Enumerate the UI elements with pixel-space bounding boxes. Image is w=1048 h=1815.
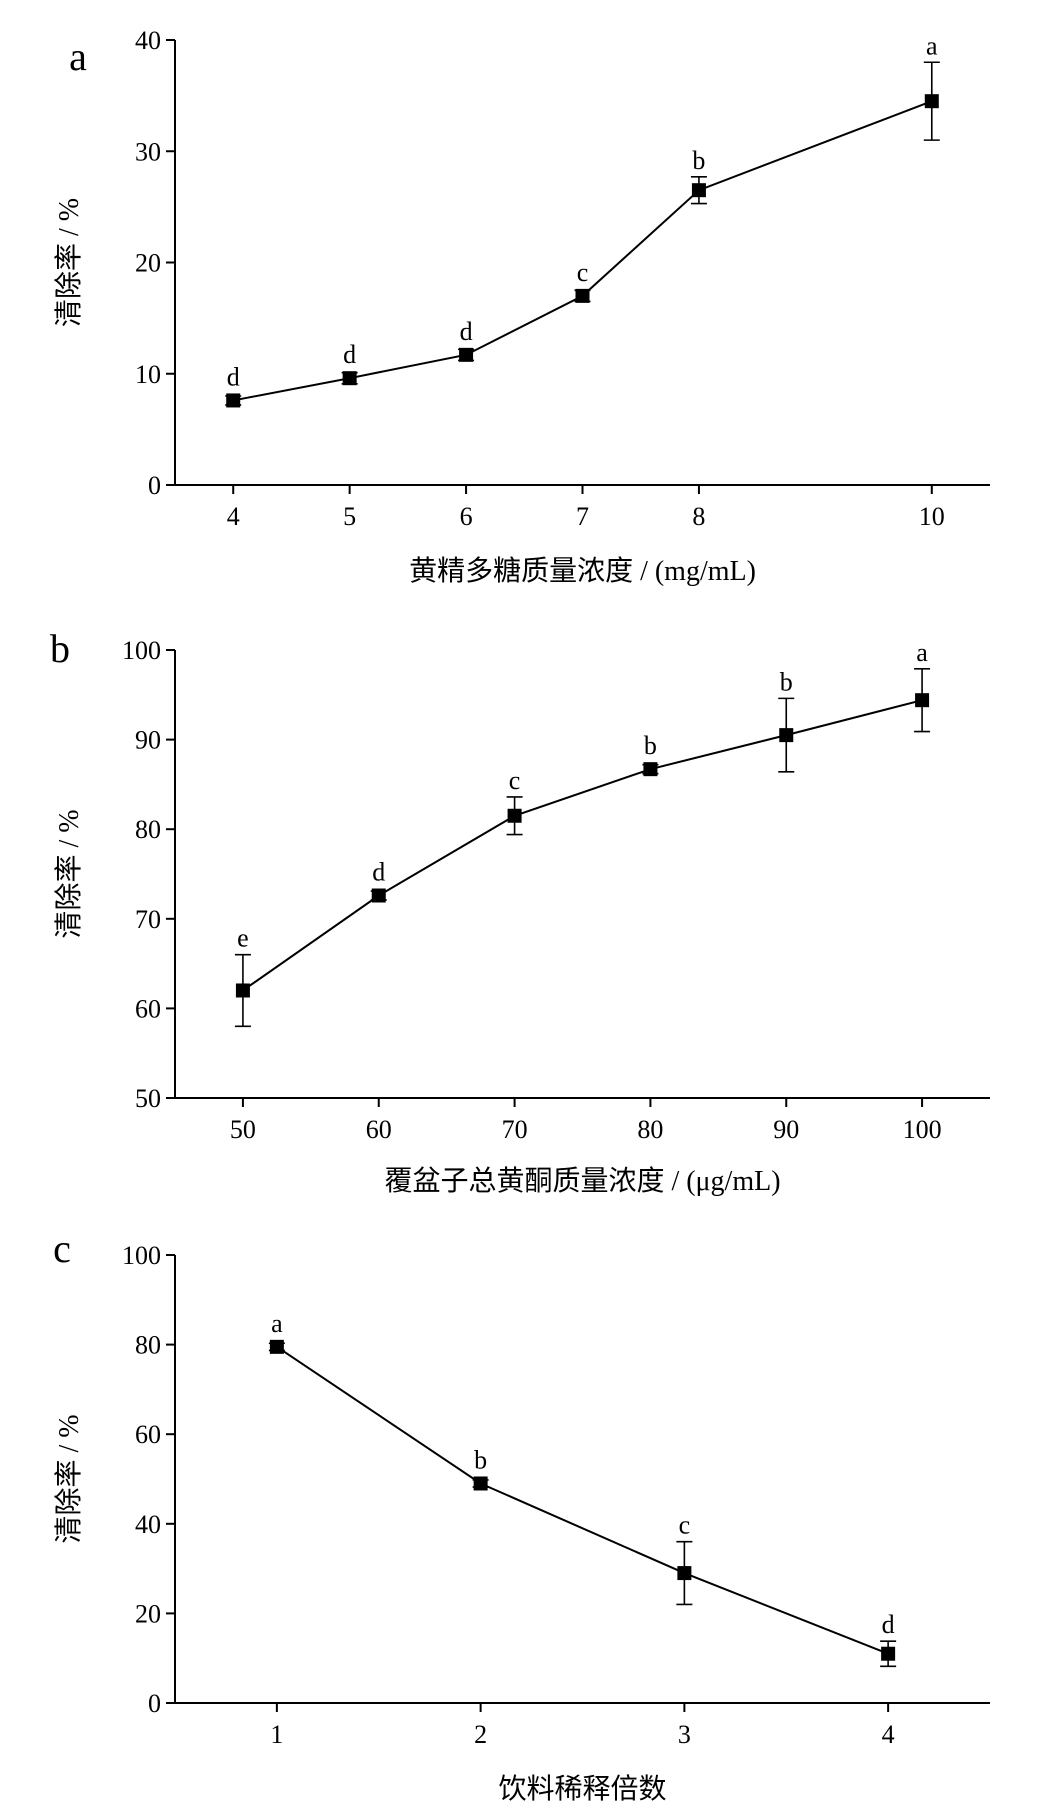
chart-panel-c: 0 20 40 60 80 100 1 2 3 4 c 饮料稀释倍数 清除率 / % a b c d (53, 1226, 990, 1805)
significance-label: a (916, 638, 928, 667)
data-point (269, 1339, 284, 1354)
x-tick-label: 3 (678, 1720, 691, 1749)
significance-label: d (227, 362, 240, 391)
panel-label: a (69, 34, 87, 79)
data-point (342, 371, 357, 386)
significance-label: d (372, 858, 385, 887)
x-axis-title: 覆盆子总黄酮质量浓度 / (μg/mL) (384, 1165, 780, 1197)
x-tick-label: 8 (692, 502, 705, 531)
y-tick-label: 60 (135, 994, 161, 1023)
y-axis-title: 清除率 / % (53, 809, 85, 938)
x-axis-title: 饮料稀释倍数 (498, 1773, 666, 1805)
y-axis-title: 清除率 / % (53, 198, 85, 327)
data-point (459, 347, 474, 362)
x-tick-label: 7 (576, 502, 589, 531)
data-point (779, 728, 794, 743)
y-tick-label: 60 (135, 1420, 161, 1449)
x-tick-label: 70 (502, 1115, 528, 1144)
significance-label: e (237, 924, 249, 953)
significance-label: c (679, 1511, 691, 1540)
y-tick-label: 0 (148, 1689, 161, 1718)
data-point (371, 888, 386, 903)
significance-label: a (926, 31, 938, 60)
y-tick-label: 70 (135, 905, 161, 934)
y-tick-label: 40 (135, 26, 161, 55)
significance-label: b (644, 731, 657, 760)
data-point (235, 983, 250, 998)
y-tick-label: 80 (135, 1331, 161, 1360)
data-point (691, 183, 706, 198)
x-tick-label: 10 (919, 502, 945, 531)
data-point (473, 1476, 488, 1491)
y-tick-label: 80 (135, 815, 161, 844)
significance-label: c (577, 258, 589, 287)
data-point (507, 808, 522, 823)
data-point (575, 288, 590, 303)
significance-label: b (692, 146, 705, 175)
significance-label: a (271, 1309, 283, 1338)
x-tick-label: 5 (343, 502, 356, 531)
y-tick-label: 10 (135, 360, 161, 389)
x-tick-label: 50 (230, 1115, 256, 1144)
data-point (226, 393, 241, 408)
x-tick-label: 100 (903, 1115, 942, 1144)
significance-label: b (474, 1445, 487, 1474)
y-tick-label: 30 (135, 137, 161, 166)
x-tick-label: 4 (227, 502, 240, 531)
y-tick-label: 40 (135, 1510, 161, 1539)
significance-label: c (509, 766, 521, 795)
chart-panel-b: 50 60 70 80 90 100 50 60 70 80 90 100 b 覆盆子总黄酮质量浓度 / … (50, 626, 990, 1197)
panel-label: b (50, 626, 70, 671)
data-point (924, 94, 939, 109)
y-axis-title: 清除率 / % (53, 1414, 85, 1543)
x-tick-label: 1 (270, 1720, 283, 1749)
data-point (881, 1646, 896, 1661)
data-point (915, 693, 930, 708)
significance-label: b (780, 667, 793, 696)
y-tick-label: 100 (122, 1241, 161, 1270)
series-line (242, 699, 923, 992)
y-tick-label: 100 (122, 636, 161, 665)
y-tick-label: 50 (135, 1084, 161, 1113)
chart-panel-a: 0 10 20 30 40 4 5 6 7 8 10 a 黄精多糖质量浓度 / (mg/mL) 清除率 /… (53, 26, 990, 587)
y-tick-label: 20 (135, 249, 161, 278)
series-line (276, 1346, 889, 1655)
x-tick-label: 80 (637, 1115, 663, 1144)
x-tick-label: 4 (882, 1720, 895, 1749)
data-point (677, 1566, 692, 1581)
significance-label: d (882, 1610, 895, 1639)
significance-label: d (460, 317, 473, 346)
data-point (643, 762, 658, 777)
x-axis-title: 黄精多糖质量浓度 / (mg/mL) (409, 555, 756, 587)
x-tick-label: 60 (366, 1115, 392, 1144)
y-tick-label: 20 (135, 1599, 161, 1628)
x-tick-label: 2 (474, 1720, 487, 1749)
x-tick-label: 90 (773, 1115, 799, 1144)
y-tick-label: 0 (148, 471, 161, 500)
x-tick-label: 6 (460, 502, 473, 531)
panel-label: c (53, 1226, 71, 1271)
y-tick-label: 90 (135, 726, 161, 755)
series-line (233, 100, 933, 402)
significance-label: d (343, 340, 356, 369)
